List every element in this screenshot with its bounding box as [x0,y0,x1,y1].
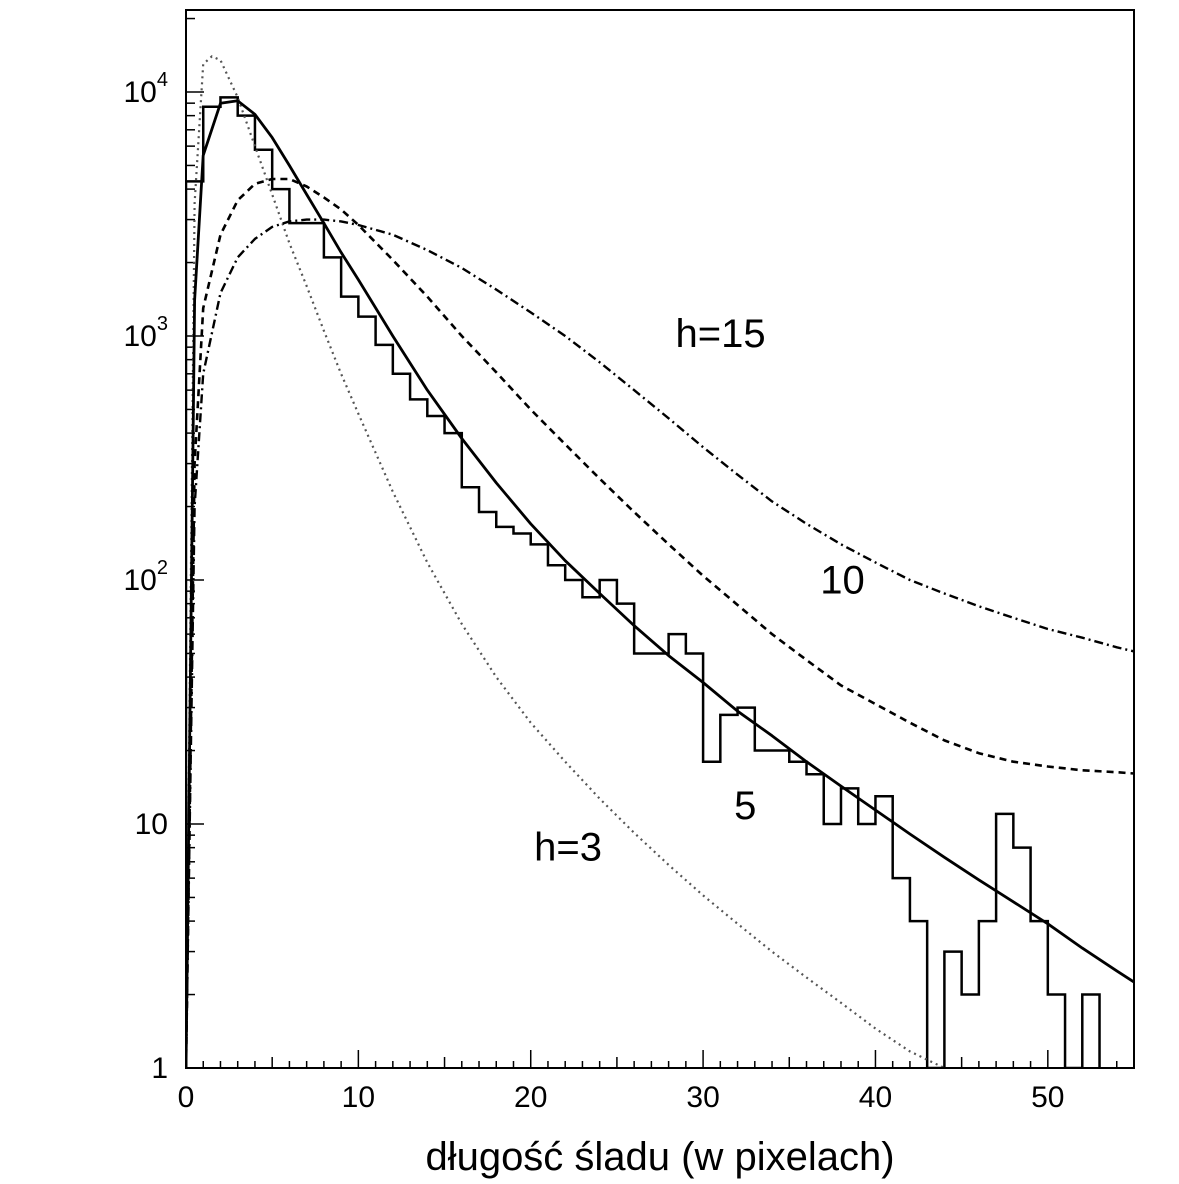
x-tick-label: 20 [514,1081,547,1114]
histogram [186,96,1101,1068]
y-tick-label: 104 [124,69,169,109]
histogram-step-line [186,96,1101,1068]
y-tick-labels: 1 10 102 103 104 [124,69,169,1085]
curve-h3 [186,55,947,1068]
curve-10 [186,177,1134,1068]
curve-h15 [186,218,1134,1068]
model-curves [186,55,1134,1068]
annotation-label: 5 [734,784,756,828]
y-tick-label: 102 [124,557,169,597]
plot-area [186,10,1134,1068]
y-tick-label: 10 [135,808,168,841]
x-tick-label: 0 [178,1081,195,1114]
annotation-label: 10 [820,559,865,603]
x-tick-label: 30 [686,1081,719,1114]
x-tick-label: 50 [1031,1081,1064,1114]
x-tick-labels: 0 10 20 30 40 50 [178,1081,1065,1114]
curve-5 [186,99,1134,1068]
y-tick-label: 1 [151,1052,168,1085]
x-tick-label: 10 [342,1081,375,1114]
curve-annotations: h=15 10 5 h=3 [534,312,865,869]
plot-frame [185,9,1135,1069]
annotation-label: h=15 [676,312,766,356]
x-tick-label: 40 [859,1081,892,1114]
y-tick-label: 103 [124,313,169,353]
x-axis-label: długość śladu (w pixelach) [425,1135,894,1179]
annotation-label: h=3 [534,825,602,869]
